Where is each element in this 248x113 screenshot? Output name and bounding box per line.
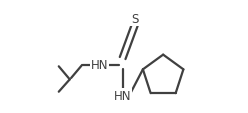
Text: S: S bbox=[131, 13, 139, 26]
Text: HN: HN bbox=[114, 89, 131, 102]
Text: HN: HN bbox=[91, 59, 108, 72]
